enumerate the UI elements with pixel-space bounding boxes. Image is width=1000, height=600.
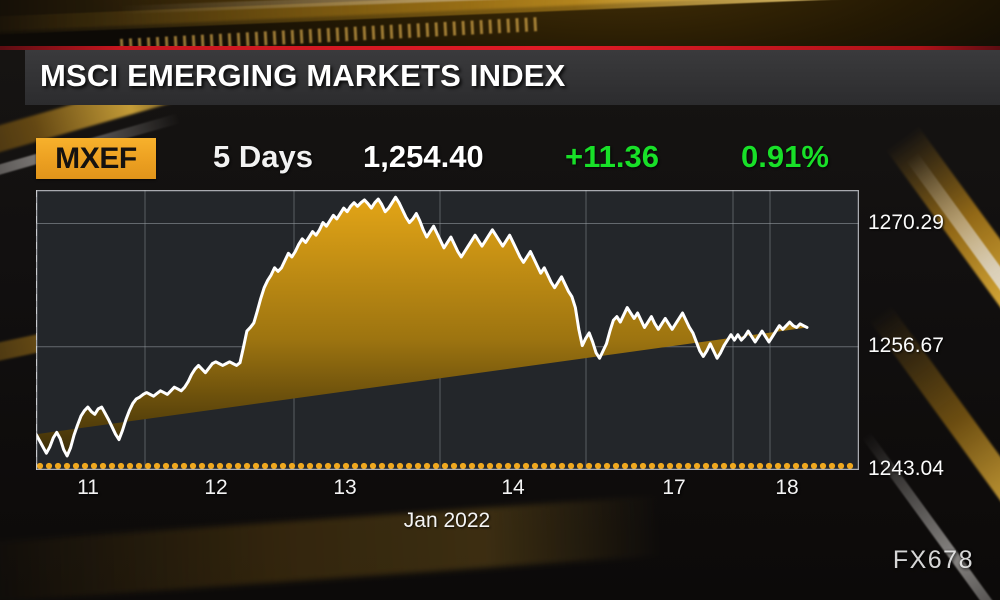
x-axis-title: Jan 2022 [403, 509, 491, 532]
page-title: MSCI EMERGING MARKETS INDEX [40, 58, 566, 93]
percent-change: 0.91% [741, 139, 829, 174]
chart-svg [36, 190, 859, 470]
period-label: 5 Days [213, 139, 313, 174]
title-bar: MSCI EMERGING MARKETS INDEX [25, 50, 1000, 105]
x-axis-tick-label: 18 [775, 476, 799, 499]
x-axis-tick-label: 12 [204, 476, 228, 499]
price-chart [36, 190, 859, 470]
x-axis-tick-label: 13 [333, 476, 357, 499]
net-change: +11.36 [565, 139, 659, 174]
watermark: FX678 [892, 546, 974, 574]
x-axis-tick-label: 17 [662, 476, 686, 499]
y-axis-tick-label: 1243.04 [868, 457, 944, 480]
y-axis-tick-label: 1256.67 [868, 333, 944, 357]
x-axis-tick-label: 11 [77, 476, 99, 499]
red-accent-divider [0, 46, 1000, 50]
y-axis-labels: 1243.04 1256.67 1270.29 [868, 190, 998, 480]
quote-row: MXEF 5 Days 1,254.40 +11.36 0.91% [25, 110, 935, 190]
ticker-symbol: MXEF [55, 141, 137, 175]
y-axis-tick-label: 1270.29 [868, 210, 944, 234]
last-price: 1,254.40 [363, 139, 484, 174]
x-axis-labels: 11 12 13 14 17 18 [0, 476, 900, 506]
ticker-badge[interactable]: MXEF [36, 138, 156, 179]
x-axis-tick-label: 14 [501, 476, 525, 499]
